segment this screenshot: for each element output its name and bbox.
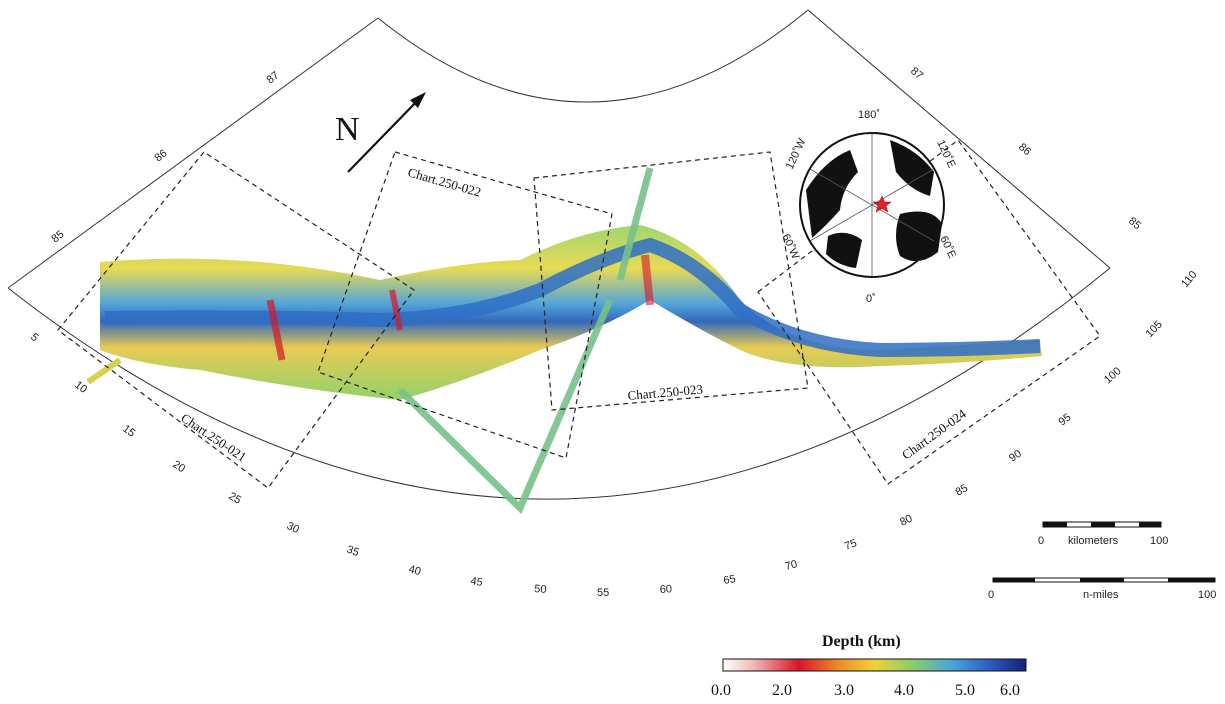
legend-tick: 4.0 xyxy=(894,682,914,699)
chart-box-023 xyxy=(533,151,809,411)
nm-scale-start: 0 xyxy=(988,589,994,601)
globe-landmass xyxy=(826,232,862,268)
chart-box-022 xyxy=(317,151,613,459)
latitude-labels: 87 86 85 87 86 85 xyxy=(49,65,1143,245)
swath-ridge-red xyxy=(641,254,654,306)
north-arrow: N xyxy=(335,92,426,173)
lon-label: 70 xyxy=(784,558,799,573)
lon-label: 45 xyxy=(469,575,483,589)
right-edge xyxy=(807,9,1111,269)
scale-bar-nm: 0 n-miles 100 xyxy=(988,577,1216,601)
legend-tick: 0.0 xyxy=(711,682,731,699)
globe-landmass xyxy=(896,211,942,262)
lon-label: 60 xyxy=(659,583,672,596)
depth-legend: Depth (km) 0.0 2.0 3.0 4.0 5.0 6.0 xyxy=(711,633,1027,699)
scale-bar-km: 0 kilometers 100 xyxy=(1038,521,1168,547)
chart-label-023: Chart.250-023 xyxy=(627,381,703,403)
ship-track xyxy=(86,357,122,385)
chart-boxes xyxy=(57,139,1101,489)
north-arrow-icon xyxy=(347,95,423,173)
legend-tick: 5.0 xyxy=(955,682,975,699)
lon-label: 40 xyxy=(407,563,422,578)
swath-ridge-red xyxy=(266,299,286,361)
swath-deep-axis xyxy=(104,237,1041,358)
lon-label: 5 xyxy=(28,331,40,344)
legend-tick: 3.0 xyxy=(834,682,854,699)
north-label: N xyxy=(335,111,360,148)
lat-label-right-86: 86 xyxy=(1016,141,1033,158)
globe-label-60e: 60˚E xyxy=(937,234,958,260)
lon-label: 100 xyxy=(1102,365,1124,386)
legend-tick: 6.0 xyxy=(1000,682,1020,699)
nm-scale-end: 100 xyxy=(1198,589,1216,601)
lat-label-right-85: 85 xyxy=(1126,215,1143,232)
inner-arc xyxy=(377,9,809,103)
lon-label: 90 xyxy=(1007,448,1024,465)
lon-label: 80 xyxy=(898,513,914,529)
left-edge xyxy=(7,17,379,289)
legend-colorbar xyxy=(722,658,1027,672)
globe-landmass xyxy=(806,150,858,238)
swath-main xyxy=(100,225,1042,400)
globe-landmass xyxy=(890,140,934,196)
outer-arc xyxy=(7,267,1111,500)
lon-label: 85 xyxy=(954,482,971,499)
lon-label: 10 xyxy=(72,379,89,396)
lon-label: 30 xyxy=(285,520,301,536)
km-scale-unit: kilometers xyxy=(1068,535,1119,547)
lon-label: 20 xyxy=(170,458,187,475)
map-frame xyxy=(7,9,1111,500)
lon-label: 15 xyxy=(120,423,137,440)
globe-label-180: 180˚ xyxy=(858,109,880,121)
lon-label: 35 xyxy=(345,544,361,559)
lon-label: 75 xyxy=(843,537,859,552)
lon-label: 65 xyxy=(723,573,737,587)
globe-label-120w: 120˚W xyxy=(784,136,809,171)
km-scale-end: 100 xyxy=(1150,535,1168,547)
lon-label: 95 xyxy=(1056,411,1073,428)
swath-ridge-red xyxy=(389,289,403,331)
chart-label-022: Chart.250-022 xyxy=(406,164,483,199)
red-star-icon xyxy=(872,195,892,213)
chart-box-024 xyxy=(757,139,1101,485)
nm-scale-unit: n-miles xyxy=(1083,589,1119,601)
inset-globe: 180˚ 120˚W 120˚E 60˚W 60˚E 0˚ xyxy=(779,109,958,305)
lat-label-right-87: 87 xyxy=(908,65,925,82)
legend-title: Depth (km) xyxy=(822,633,901,650)
legend-tick: 2.0 xyxy=(772,682,792,699)
lon-label: 50 xyxy=(534,583,547,596)
lon-label: 105 xyxy=(1144,319,1165,341)
lon-label: 110 xyxy=(1179,269,1199,290)
lat-label-left-86: 86 xyxy=(152,147,169,164)
lat-label-left-85: 85 xyxy=(49,228,66,245)
chart-label-024: Chart.250-024 xyxy=(899,406,969,463)
lat-label-left-87: 87 xyxy=(264,69,281,86)
km-scale-start: 0 xyxy=(1038,535,1044,547)
lon-label: 25 xyxy=(227,490,244,507)
ship-track xyxy=(397,167,654,515)
lon-label: 55 xyxy=(597,587,609,599)
globe-label-0: 0˚ xyxy=(866,293,876,305)
chart-box-021 xyxy=(57,151,415,489)
globe-label-60w: 60˚W xyxy=(779,232,801,261)
bathymetry-swath xyxy=(86,167,1042,515)
